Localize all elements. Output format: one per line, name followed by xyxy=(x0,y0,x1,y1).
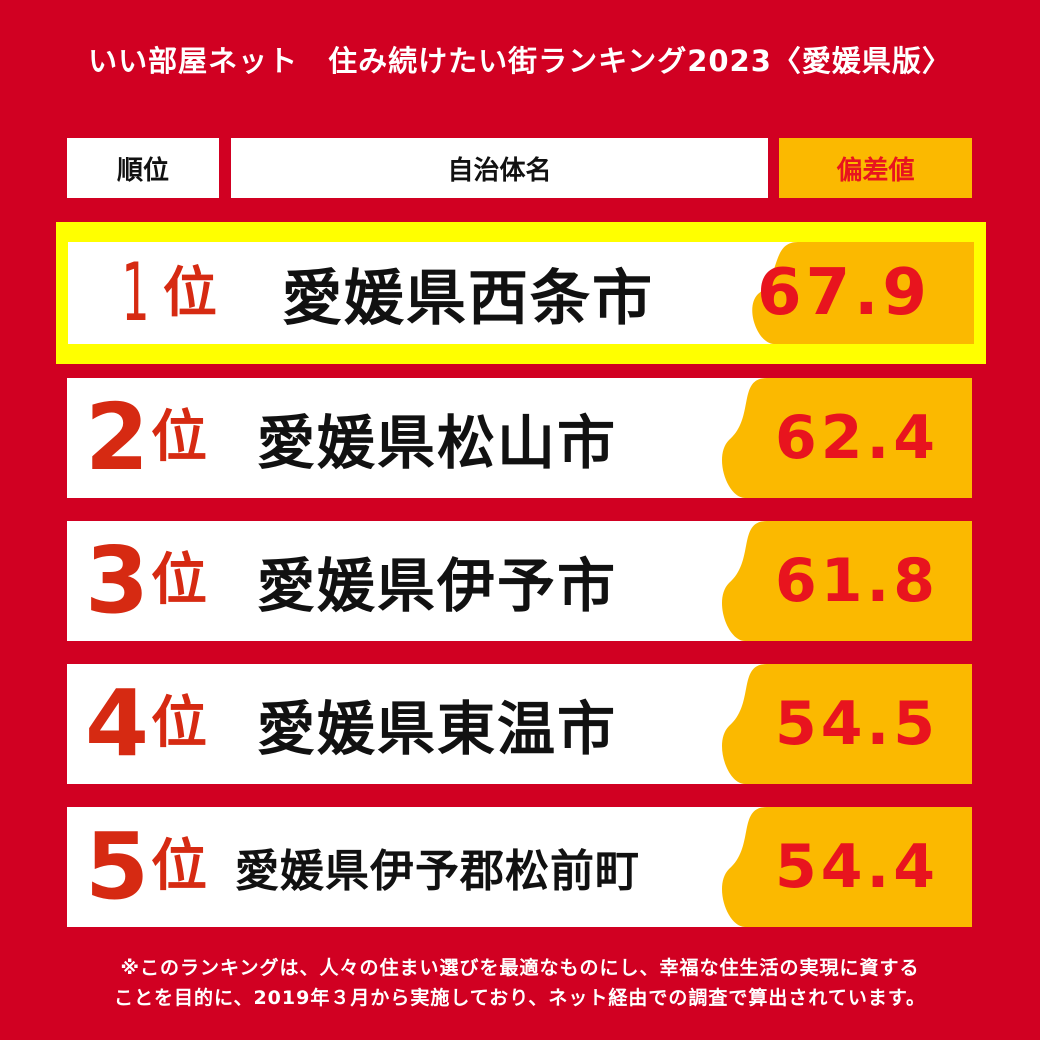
rank-number: 4 xyxy=(85,670,150,777)
ranking-row-2: 2 位 愛媛県松山市 62.4 xyxy=(67,378,972,498)
ranking-row-4: 4 位 愛媛県東温市 54.5 xyxy=(67,664,972,784)
score-value: 54.5 xyxy=(774,689,940,759)
footnote-line-1: ※このランキングは、人々の住まい選びを最適なものにし、幸福な住生活の実現に資する xyxy=(120,957,920,979)
rank-number: 5 xyxy=(85,813,150,920)
rank-unit: 位 xyxy=(151,691,208,756)
rank-label: 4 位 xyxy=(85,664,207,784)
footnote-line-2: ことを目的に、2019年３月から実施しており、ネット経由での調査で算出されていま… xyxy=(114,987,926,1009)
rank-number: 1 xyxy=(121,246,150,339)
rank-number: 3 xyxy=(85,527,150,634)
rank-number: 2 xyxy=(85,384,150,491)
municipality-name: 愛媛県西条市 xyxy=(282,263,654,334)
rank-label: 5 位 xyxy=(85,807,207,927)
header-score: 偏差値 xyxy=(779,138,972,198)
score-background-shape xyxy=(746,242,974,344)
header-name: 自治体名 xyxy=(231,138,768,198)
rank-unit: 位 xyxy=(151,834,208,899)
ranking-row-5: 5 位 愛媛県伊予郡松前町 54.4 xyxy=(67,807,972,927)
rank-unit: 位 xyxy=(151,405,208,470)
score-background-shape xyxy=(717,664,972,784)
score-background-shape xyxy=(717,378,972,498)
rank-label: 3 位 xyxy=(85,521,207,641)
footnote: ※このランキングは、人々の住まい選びを最適なものにし、幸福な住生活の実現に資する… xyxy=(0,953,1040,1013)
rank-label: 2 位 xyxy=(85,378,207,498)
header-rank: 順位 xyxy=(67,138,219,198)
score-value: 67.9 xyxy=(757,256,931,330)
municipality-name: 愛媛県松山市 xyxy=(257,409,618,477)
score-background-shape xyxy=(717,521,972,641)
rank-label: 1 位 xyxy=(110,242,217,344)
score-value: 54.4 xyxy=(774,832,940,902)
ranking-row-1-panel: 1 位 愛媛県西条市 67.9 xyxy=(68,242,974,344)
score-value: 62.4 xyxy=(774,403,940,473)
score-background-shape xyxy=(717,807,972,927)
municipality-name: 愛媛県東温市 xyxy=(257,695,618,763)
score-value: 61.8 xyxy=(774,546,940,616)
rank-unit: 位 xyxy=(162,261,217,324)
rank-unit: 位 xyxy=(151,548,208,613)
municipality-name: 愛媛県伊予郡松前町 xyxy=(235,846,640,897)
page-title: いい部屋ネット 住み続けたい街ランキング2023〈愛媛県版〉 xyxy=(88,44,952,78)
ranking-row-1: 1 位 愛媛県西条市 67.9 xyxy=(56,222,986,364)
ranking-row-3: 3 位 愛媛県伊予市 61.8 xyxy=(67,521,972,641)
municipality-name: 愛媛県伊予市 xyxy=(257,552,618,620)
